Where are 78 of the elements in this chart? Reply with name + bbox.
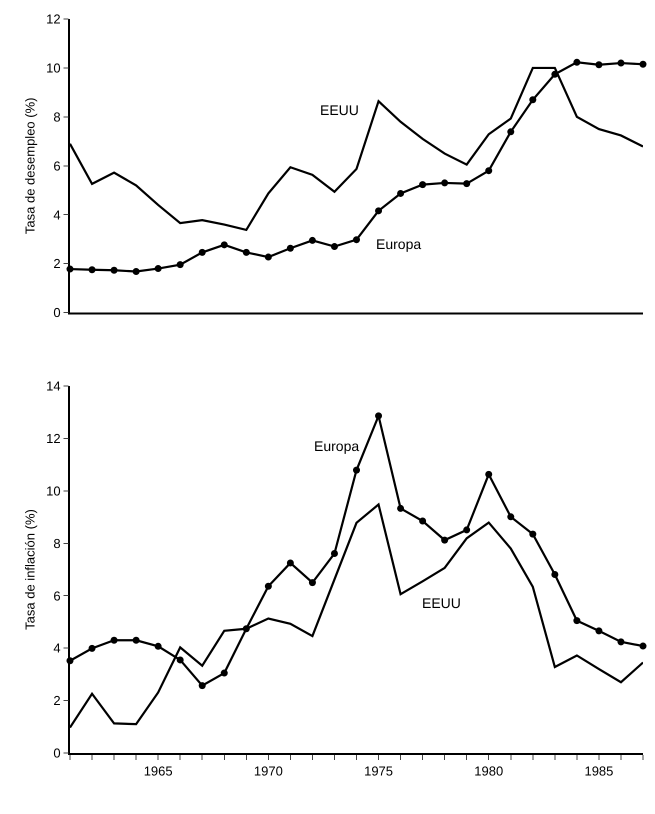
point	[617, 638, 624, 646]
point	[595, 627, 602, 634]
point	[551, 70, 558, 78]
y-axis-title: Tasa de desempleo (%)	[22, 98, 38, 234]
point	[330, 243, 338, 250]
y-tick-label: 4	[53, 640, 61, 656]
x-tick-label: 1985	[584, 763, 614, 778]
point	[308, 579, 316, 586]
point	[132, 268, 140, 275]
y-axis-title: Tasa de inflación (%)	[22, 509, 38, 630]
y-tick-label: 10	[46, 483, 61, 498]
y-tick-label: 2	[53, 693, 61, 708]
point	[463, 526, 470, 534]
point	[640, 642, 646, 650]
point	[507, 128, 514, 136]
x-tick-label: 1970	[254, 763, 283, 778]
point	[573, 58, 580, 66]
point	[242, 248, 250, 256]
y-tick-label: 10	[46, 60, 61, 76]
point	[353, 466, 360, 474]
y-tick-label: 12	[46, 430, 61, 446]
point	[88, 644, 96, 652]
point	[330, 550, 338, 558]
point	[595, 61, 602, 68]
point	[154, 265, 162, 272]
point	[441, 179, 448, 186]
point	[286, 559, 294, 566]
y-tick-label: 6	[53, 158, 61, 174]
point	[529, 530, 536, 538]
point	[198, 248, 206, 256]
y-tick-label: 2	[53, 256, 61, 272]
point	[375, 412, 382, 420]
series-label: EEUU	[422, 595, 461, 611]
point	[264, 254, 272, 261]
point	[507, 513, 514, 520]
point	[485, 167, 492, 174]
point	[375, 207, 382, 214]
point	[617, 60, 624, 67]
point	[529, 96, 536, 104]
point	[176, 656, 184, 664]
point	[198, 682, 206, 690]
y-tick-label: 4	[53, 207, 61, 222]
series-label: Europa	[314, 438, 360, 454]
point	[573, 617, 580, 624]
point	[419, 518, 426, 524]
point	[88, 266, 96, 274]
point	[132, 636, 140, 644]
point	[220, 670, 228, 677]
point	[463, 180, 470, 188]
point	[110, 636, 118, 644]
point	[441, 536, 448, 544]
x-tick-label: 1980	[474, 763, 504, 778]
point	[286, 244, 294, 252]
point	[308, 236, 316, 244]
series-label: Europa	[376, 236, 422, 252]
point	[640, 60, 646, 68]
y-tick-label: 0	[53, 746, 61, 761]
point	[353, 236, 360, 244]
y-tick-label: 8	[53, 536, 61, 551]
point	[154, 642, 162, 650]
point	[485, 470, 492, 478]
point	[220, 241, 228, 248]
y-tick-label: 6	[53, 588, 61, 604]
point	[242, 625, 250, 632]
point	[551, 570, 558, 578]
point	[419, 181, 426, 188]
x-tick-label: 1965	[144, 763, 173, 778]
point	[397, 504, 404, 512]
point	[110, 266, 118, 274]
y-tick-label: 12	[46, 12, 61, 27]
point	[397, 190, 404, 197]
series-label: EEUU	[320, 102, 359, 118]
point	[176, 261, 184, 268]
y-tick-label: 14	[46, 378, 61, 394]
point	[264, 582, 272, 590]
y-tick-label: 8	[53, 109, 61, 124]
y-tick-label: 0	[53, 305, 61, 320]
x-tick-label: 1975	[364, 763, 393, 778]
